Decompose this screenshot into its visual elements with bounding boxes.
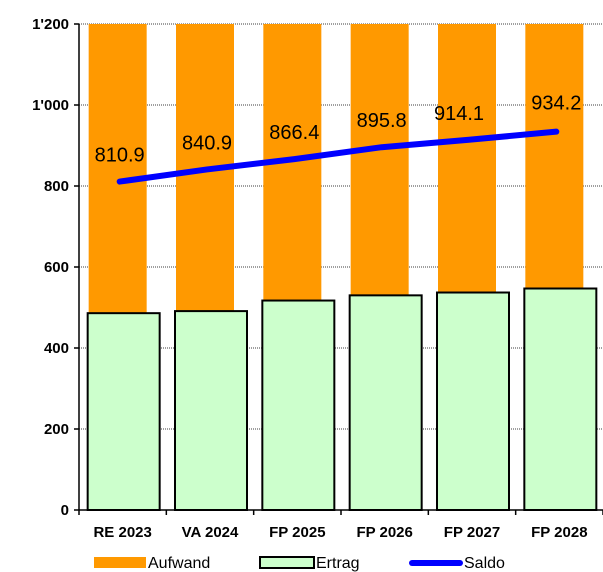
x-category-labels: RE 2023 VA 2024 FP 2025 FP 2026 FP 2027 FP 20…	[93, 524, 587, 541]
saldo-line	[116, 128, 560, 185]
legend-swatch-aufwand	[94, 557, 146, 568]
saldo-data-label: 934.2	[531, 93, 581, 115]
legend-swatch-ertrag	[259, 556, 315, 569]
ertrag-bar	[86, 312, 161, 512]
axes	[74, 23, 603, 515]
x-category-label: FP 2028	[531, 524, 587, 541]
saldo-data-label: 914.1	[434, 103, 484, 125]
ertrag-bar	[523, 287, 598, 511]
legend-label-ertrag: Ertrag	[316, 555, 360, 572]
x-category-label: FP 2026	[356, 524, 412, 541]
saldo-series	[116, 128, 560, 185]
legend-label-saldo: Saldo	[464, 555, 505, 572]
ertrag-bars	[86, 287, 598, 512]
y-tick-labels: 0 200 400 600 800 1'000 1'200	[32, 16, 69, 519]
gridlines	[79, 23, 603, 430]
y-tick-label: 600	[44, 259, 69, 276]
saldo-data-label: 866.4	[269, 122, 319, 144]
y-tick-label: 1'000	[32, 97, 69, 114]
legend: Aufwand Ertrag Saldo	[94, 555, 505, 572]
legend-label-aufwand: Aufwand	[148, 555, 210, 572]
y-tick-label: 200	[44, 421, 69, 438]
y-tick-label: 0	[61, 502, 69, 519]
ertrag-bar	[261, 299, 336, 511]
saldo-data-label: 810.9	[95, 145, 145, 167]
ertrag-bar	[174, 310, 248, 511]
x-category-label: VA 2024	[182, 524, 239, 541]
y-tick-label: 800	[44, 178, 69, 195]
saldo-data-labels: 810.9 840.9 866.4 895.8 914.1 934.2	[95, 93, 582, 167]
x-category-label: FP 2027	[444, 524, 500, 541]
x-category-label: FP 2025	[269, 524, 325, 541]
saldo-data-label: 895.8	[357, 110, 407, 132]
saldo-data-label: 840.9	[182, 132, 232, 154]
x-category-label: RE 2023	[93, 524, 151, 541]
y-tick-label: 1'200	[32, 16, 69, 33]
y-tick-label: 400	[44, 340, 69, 357]
ertrag-bar	[348, 294, 423, 511]
ertrag-bar	[436, 291, 510, 512]
